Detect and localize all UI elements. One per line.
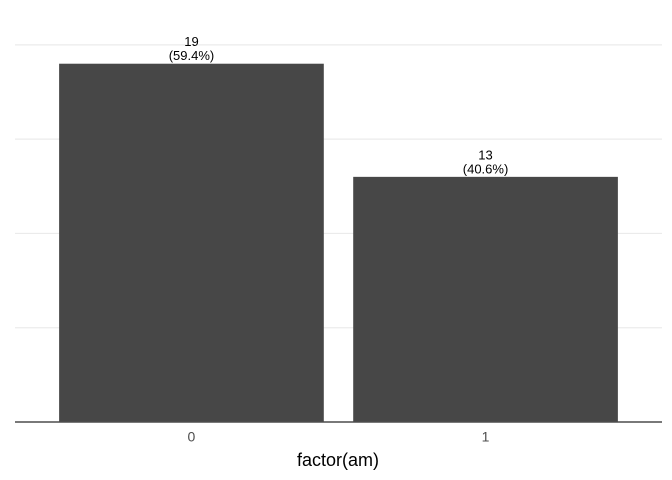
value-label: 19 <box>184 34 198 49</box>
value-label: 13 <box>478 147 492 162</box>
x-tick-label: 1 <box>482 429 490 445</box>
x-tick-label: 0 <box>188 429 196 445</box>
percent-label: (40.6%) <box>463 161 509 176</box>
percent-label: (59.4%) <box>169 48 215 63</box>
bar <box>59 63 324 422</box>
x-axis-title: factor(am) <box>297 450 379 470</box>
bar <box>353 176 618 422</box>
